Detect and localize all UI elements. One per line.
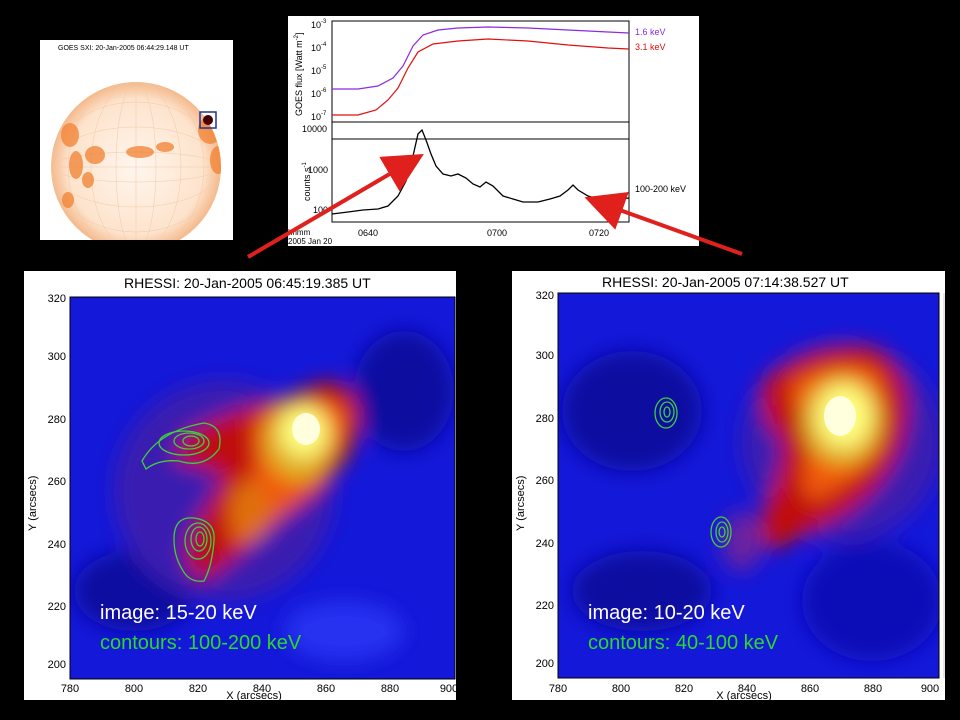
goes-3.1kev-curve — [332, 38, 630, 116]
svg-text:-5: -5 — [321, 65, 327, 71]
svg-text:200: 200 — [48, 659, 66, 671]
svg-text:-4: -4 — [321, 42, 327, 48]
svg-text:10: 10 — [311, 112, 321, 122]
goes-tick-1: 10 -4 — [311, 42, 327, 53]
right-xlabel: X (arcsecs) — [716, 690, 772, 700]
x-tick-2: 0720 — [589, 228, 609, 238]
lightcurve-panel: GOES flux [Watt m-2] 10 -3 10 -4 10 -5 10 -6… — [288, 16, 699, 246]
goes-series-label-2: 3.1 keV — [635, 42, 666, 52]
svg-text:200: 200 — [536, 658, 554, 670]
svg-text:260: 260 — [48, 476, 66, 488]
right-image-label: image: 10-20 keV — [588, 602, 745, 624]
right-xray-image — [558, 293, 939, 678]
right-frame — [557, 292, 940, 679]
goes-tick-2: 10 -5 — [311, 65, 327, 76]
right-contour-label: contours: 40-100 keV — [588, 632, 779, 654]
right-x-ticks: 780 800 820 840 860 880 900 — [549, 683, 939, 695]
svg-text:-3: -3 — [321, 19, 327, 25]
svg-text:320: 320 — [536, 290, 554, 302]
svg-text:840: 840 — [253, 683, 271, 695]
flare-kernel — [203, 115, 213, 125]
svg-text:240: 240 — [536, 538, 554, 550]
left-y-ticks: 320 300 280 260 240 220 200 — [48, 293, 66, 671]
sxi-grid — [51, 82, 221, 252]
svg-text:-6: -6 — [321, 88, 327, 94]
rhessi-tick-0: 10000 — [302, 124, 327, 134]
sxi-image: GOES SXI: 20-Jan-2005 06:44:29.148 UT — [51, 45, 221, 252]
svg-text:780: 780 — [549, 683, 567, 695]
svg-text:10: 10 — [311, 43, 321, 53]
right-contours — [654, 397, 732, 548]
goes-frame — [331, 20, 630, 140]
right-y-ticks: 320 300 280 260 240 220 200 — [536, 290, 554, 670]
svg-text:840: 840 — [738, 683, 756, 695]
x-tick-1: 0700 — [487, 228, 507, 238]
x-label-date: 2005 Jan 20 — [288, 237, 333, 246]
goes-tick-4: 10 -7 — [311, 111, 327, 122]
svg-text:-7: -7 — [321, 111, 327, 117]
svg-text:10: 10 — [311, 20, 321, 30]
svg-text:820: 820 — [675, 683, 693, 695]
left-rhessi-panel: RHESSI: 20-Jan-2005 06:45:19.385 UT — [24, 271, 458, 702]
lightcurve-chart: GOES flux [Watt m-2] 10 -3 10 -4 10 -5 10 -6… — [288, 19, 686, 246]
svg-text:800: 800 — [612, 683, 630, 695]
goes-1.6kev-curve — [332, 26, 630, 90]
svg-text:900: 900 — [921, 683, 939, 695]
svg-text:280: 280 — [48, 414, 66, 426]
svg-text:300: 300 — [536, 350, 554, 362]
sxi-title: GOES SXI: 20-Jan-2005 06:44:29.148 UT — [58, 45, 189, 52]
rhessi-tick-1: 1000 — [308, 165, 328, 175]
left-contour-label: contours: 100-200 keV — [100, 632, 302, 654]
svg-text:880: 880 — [381, 683, 399, 695]
flare-box — [199, 111, 217, 129]
svg-text:780: 780 — [61, 683, 79, 695]
left-title: RHESSI: 20-Jan-2005 06:45:19.385 UT — [124, 275, 371, 291]
right-rhessi-plot: RHESSI: 20-Jan-2005 07:14:38.527 UT — [515, 274, 945, 702]
rhessi-frame — [331, 121, 630, 223]
x-tick-0: 0640 — [358, 228, 378, 238]
svg-text:220: 220 — [536, 600, 554, 612]
left-rhessi-plot: RHESSI: 20-Jan-2005 06:45:19.385 UT — [27, 275, 458, 702]
svg-text:900: 900 — [440, 683, 456, 695]
left-x-ticks: 780 800 820 840 860 880 900 — [61, 683, 458, 695]
sxi-panel: GOES SXI: 20-Jan-2005 06:44:29.148 UT — [40, 40, 233, 252]
svg-text:320: 320 — [48, 293, 66, 305]
svg-text:280: 280 — [536, 413, 554, 425]
left-xray-image — [70, 297, 455, 679]
goes-series-label-1: 1.6 keV — [635, 27, 666, 37]
svg-text:260: 260 — [536, 475, 554, 487]
svg-text:820: 820 — [189, 683, 207, 695]
left-image-label: image: 15-20 keV — [100, 602, 257, 624]
svg-text:10: 10 — [311, 66, 321, 76]
svg-text:10: 10 — [311, 89, 321, 99]
svg-text:240: 240 — [48, 539, 66, 551]
right-title: RHESSI: 20-Jan-2005 07:14:38.527 UT — [602, 274, 849, 290]
left-xlabel: X (arcsecs) — [226, 690, 282, 700]
goes-ticks: 10 -3 10 -4 10 -5 10 -6 10 -7 — [311, 19, 327, 122]
goes-tick-3: 10 -6 — [311, 88, 327, 99]
svg-text:880: 880 — [864, 683, 882, 695]
rhessi-tick-2: 100 — [313, 205, 328, 215]
svg-text:300: 300 — [48, 351, 66, 363]
right-rhessi-panel: RHESSI: 20-Jan-2005 07:14:38.527 UT — [512, 271, 945, 702]
left-ylabel: Y (arcsecs) — [27, 476, 39, 531]
svg-text:220: 220 — [48, 601, 66, 613]
goes-ylabel: GOES flux [Watt m-2] — [294, 32, 304, 116]
goes-tick-0: 10 -3 — [311, 19, 327, 30]
svg-text:800: 800 — [125, 683, 143, 695]
left-frame — [69, 296, 456, 680]
left-contours — [141, 422, 221, 582]
right-ylabel: Y (arcsecs) — [515, 476, 527, 531]
rhessi-series-label: 100-200 keV — [635, 184, 686, 194]
rhessi-100-200kev-curve — [331, 128, 630, 215]
x-label-hhmm: hhmm — [288, 228, 311, 237]
svg-text:860: 860 — [317, 683, 335, 695]
svg-text:860: 860 — [801, 683, 819, 695]
